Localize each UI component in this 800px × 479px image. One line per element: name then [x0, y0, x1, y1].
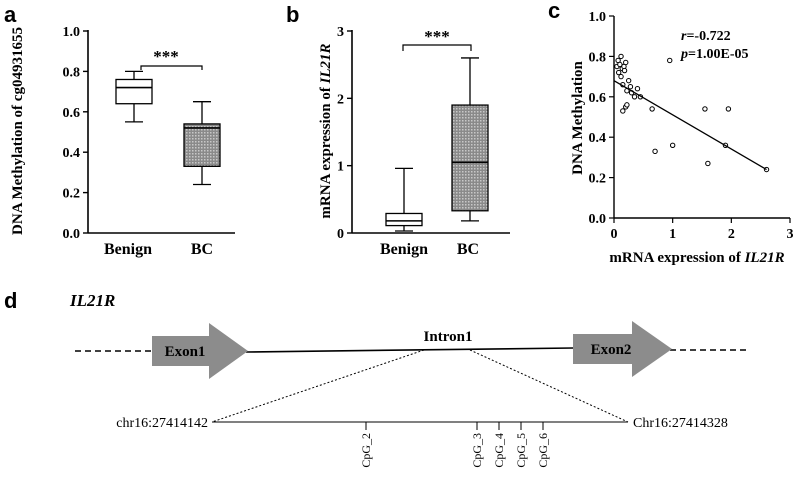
- scatter-point: [725, 106, 732, 112]
- panel-b-y-label-gene: IL21R: [318, 43, 334, 84]
- panel-a-significance: ***: [153, 47, 179, 66]
- panel-a-y-label: DNA Methylation of cg04931655: [10, 27, 26, 235]
- y-tick-label: 3: [337, 25, 344, 40]
- panel-b-significance-bracket: [402, 44, 472, 51]
- scatter-point: [618, 53, 624, 60]
- cpg-6-label: CpG_6: [536, 433, 550, 468]
- coordinate-end: Chr16:27414328: [633, 416, 728, 431]
- y-tick-label: 0.0: [63, 227, 81, 242]
- scatter-point: [627, 84, 634, 90]
- y-tick-label: 0.2: [589, 172, 607, 187]
- panel-c-x-label-gene: IL21R: [744, 250, 785, 266]
- panel-label-c: c: [548, 0, 560, 23]
- coordinate-start: chr16:27414142: [116, 416, 208, 431]
- panel-a-category-bc: BC: [191, 241, 213, 258]
- panel-c-r-value: =-0.722: [686, 29, 730, 44]
- scatter-point: [620, 108, 626, 114]
- panel-b-category-bc: BC: [457, 241, 479, 258]
- intron-label: Intron1: [424, 329, 473, 345]
- y-tick-label: 1.0: [589, 10, 607, 25]
- intron-line: [245, 347, 574, 353]
- gene-name: IL21R: [69, 291, 115, 310]
- exon2-label: Exon2: [591, 342, 632, 358]
- scatter-point: [702, 106, 708, 112]
- gene-structure-diagram: IL21R Exon1 Exon2 Intron1 chr16:27414142…: [69, 291, 750, 468]
- exon2-arrow: [573, 321, 672, 377]
- cpg-3-label: CpG_3: [470, 433, 484, 468]
- y-tick-label: 1.0: [63, 25, 81, 40]
- scatter-point: [705, 160, 711, 167]
- cpg-2-label: CpG_2: [359, 433, 373, 468]
- box-bc: [451, 104, 489, 212]
- y-tick-label: 0.0: [589, 212, 607, 227]
- cpg-4-label: CpG_4: [492, 433, 506, 468]
- box-bc: [183, 123, 221, 167]
- y-tick-label: 0.2: [63, 187, 81, 202]
- scatter-point: [615, 69, 622, 76]
- panel-c-x-label: mRNA expression of IL21R: [609, 250, 784, 266]
- scatter-point: [624, 102, 630, 108]
- panel-b-y-label: mRNA expression of IL21R: [318, 43, 334, 218]
- scatter-point: [618, 73, 624, 80]
- trend-line: [613, 80, 767, 171]
- y-tick-label: 2: [337, 92, 344, 107]
- x-tick-label: 2: [728, 227, 735, 242]
- panel-c-r-symbol: r: [681, 29, 687, 44]
- scatter-point: [623, 59, 629, 66]
- y-tick-label: 0.6: [589, 91, 607, 106]
- x-tick-label: 1: [669, 227, 676, 242]
- panel-b-y-label-prefix: mRNA expression of: [318, 83, 334, 218]
- y-tick-label: 0.8: [589, 50, 607, 65]
- zoom-guide-right: [469, 349, 629, 423]
- y-tick-label: 0.6: [63, 106, 81, 121]
- scatter-point: [621, 67, 628, 74]
- x-tick-label: 0: [611, 227, 618, 242]
- scatter-point: [617, 61, 623, 68]
- y-tick-label: 1: [337, 160, 344, 175]
- panel-c-p-annotation: p=1.00E-05: [680, 47, 748, 62]
- panel-c-y-label: DNA Methylation: [570, 60, 586, 174]
- panel-b-boxplot: mRNA expression of IL21R *** Benign BC 0…: [318, 25, 510, 258]
- y-tick-label: 0.4: [63, 146, 81, 161]
- panel-b-category-benign: Benign: [380, 241, 428, 258]
- panel-a-category-benign: Benign: [104, 241, 152, 258]
- panel-a-boxplot: DNA Methylation of cg04931655 *** Benign…: [10, 25, 235, 258]
- scatter-point: [652, 148, 658, 155]
- box-benign: [115, 78, 153, 105]
- panel-c-p-symbol: p: [680, 47, 688, 62]
- exon1-arrow: [152, 323, 248, 379]
- scatter-point: [649, 106, 655, 112]
- panel-a-significance-bracket: [140, 65, 203, 70]
- box-benign: [385, 212, 423, 227]
- panel-c-x-label-prefix: mRNA expression of: [609, 250, 744, 266]
- scatter-point: [669, 142, 676, 148]
- scatter-point: [631, 94, 638, 100]
- panel-label-a: a: [4, 2, 17, 27]
- scatter-point: [625, 77, 632, 84]
- panel-c-p-value: =1.00E-05: [688, 47, 748, 62]
- panel-c-r-annotation: r=-0.722: [681, 29, 731, 44]
- panel-label-b: b: [286, 2, 299, 27]
- cpg-5-label: CpG_5: [514, 433, 528, 468]
- scatter-point: [667, 57, 673, 64]
- zoom-guide-left: [211, 349, 425, 423]
- panel-b-significance: ***: [424, 27, 450, 46]
- scatter-point: [634, 86, 641, 92]
- panel-label-d: d: [4, 288, 17, 313]
- x-tick-label: 3: [787, 227, 794, 242]
- exon1-label: Exon1: [165, 344, 206, 360]
- y-tick-label: 0.4: [589, 131, 607, 146]
- y-tick-label: 0: [337, 227, 344, 242]
- panel-c-scatter: DNA Methylation mRNA expression of IL21R…: [570, 10, 794, 266]
- y-tick-label: 0.8: [63, 65, 81, 80]
